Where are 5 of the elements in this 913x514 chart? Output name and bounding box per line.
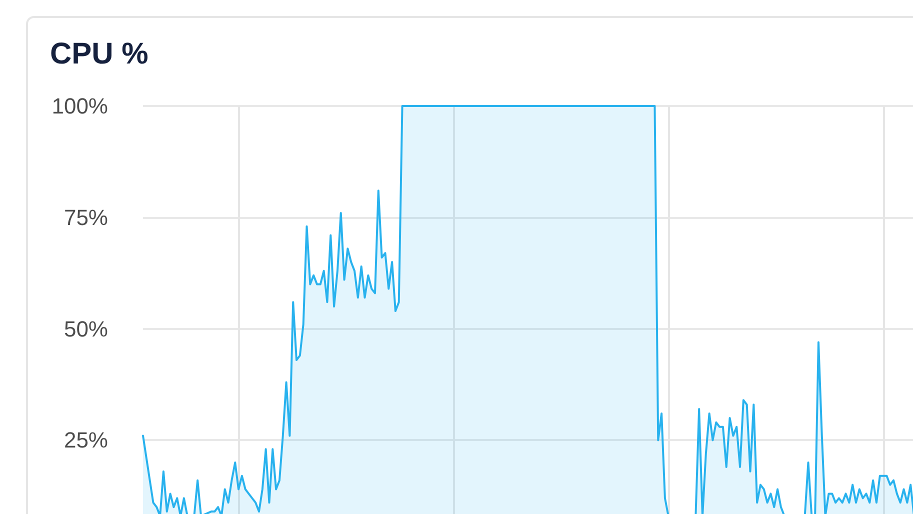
chart-title: CPU % bbox=[50, 38, 148, 70]
y-tick-label: 75% bbox=[64, 204, 108, 230]
y-tick-label: 100% bbox=[52, 94, 108, 118]
y-tick-label: 25% bbox=[64, 428, 108, 453]
y-tick-label: 50% bbox=[64, 316, 108, 342]
